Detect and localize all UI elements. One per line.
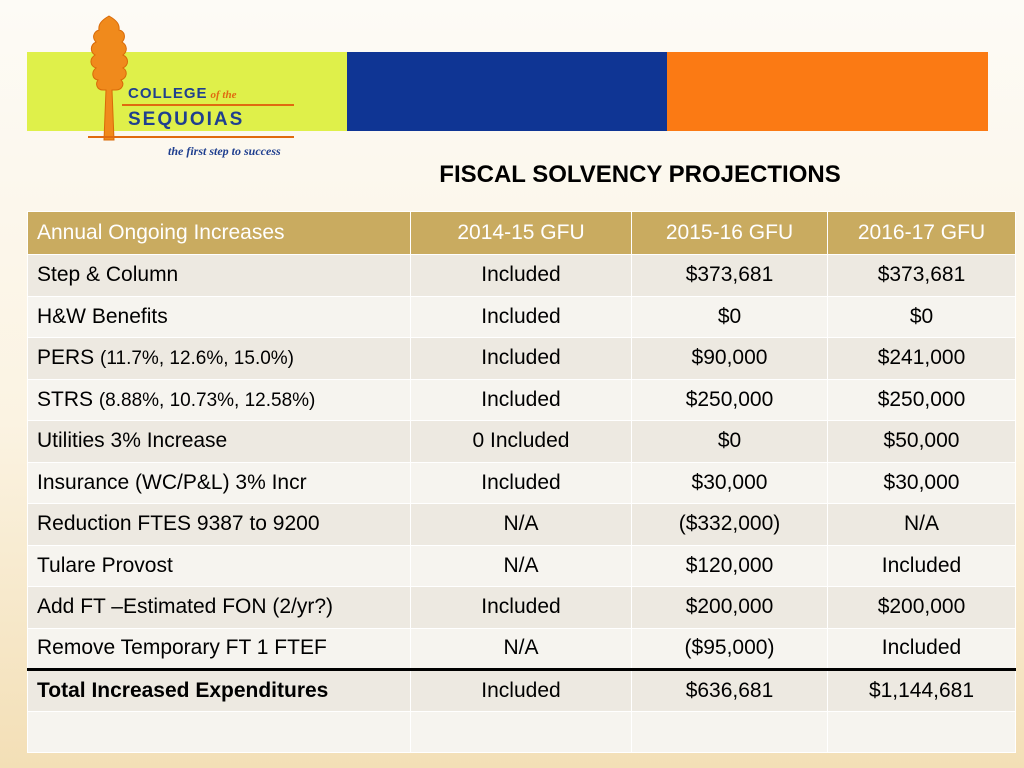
cell-2014-15: N/A xyxy=(410,544,632,587)
row-label: Reduction FTES 9387 to 9200 xyxy=(27,503,411,546)
empty-row xyxy=(27,710,1016,753)
cell-2015-16: $373,681 xyxy=(631,254,828,297)
table-row: STRS (8.88%, 10.73%, 12.58%) Included $250… xyxy=(27,378,1016,421)
row-label: Remove Temporary FT 1 FTEF xyxy=(27,627,411,670)
empty-cell xyxy=(27,710,411,753)
cell-2016-17: $200,000 xyxy=(827,586,1016,629)
cell-2015-16: $0 xyxy=(631,295,828,338)
cell-2016-17: Included xyxy=(827,627,1016,670)
total-2016-17: $1,144,681 xyxy=(827,668,1016,712)
empty-cell xyxy=(827,710,1016,753)
row-label: Insurance (WC/P&L) 3% Incr xyxy=(27,461,411,504)
row-label: Step & Column xyxy=(27,254,411,297)
logo-tagline: the first step to success xyxy=(168,144,281,158)
cell-2015-16: $30,000 xyxy=(631,461,828,504)
college-logo: COLLEGE of the SEQUOIAS xyxy=(128,85,242,129)
row-label: STRS (8.88%, 10.73%, 12.58%) xyxy=(27,378,411,421)
row-label: PERS (11.7%, 12.6%, 15.0%) xyxy=(27,337,411,380)
cell-2014-15: Included xyxy=(410,254,632,297)
column-header: Annual Ongoing Increases xyxy=(27,211,411,255)
cell-2014-15: Included xyxy=(410,337,632,380)
cell-2016-17: $30,000 xyxy=(827,461,1016,504)
cell-2014-15: Included xyxy=(410,378,632,421)
logo-baseline xyxy=(88,136,294,138)
row-label: Add FT –Estimated FON (2/yr?) xyxy=(27,586,411,629)
cell-2015-16: $0 xyxy=(631,420,828,463)
total-row: Total Increased Expenditures Included $636… xyxy=(27,668,1016,712)
cell-2015-16: $120,000 xyxy=(631,544,828,587)
sequoia-tree-icon xyxy=(90,15,128,141)
table-header-row: Annual Ongoing Increases 2014-15 GFU 201… xyxy=(27,211,1016,255)
total-2014-15: Included xyxy=(410,668,632,712)
header-band-green xyxy=(27,52,347,131)
cell-2014-15: 0 Included xyxy=(410,420,632,463)
logo-rule xyxy=(122,104,294,106)
cell-2016-17: $250,000 xyxy=(827,378,1016,421)
logo-of-the: of the xyxy=(210,89,237,101)
cell-2015-16: $90,000 xyxy=(631,337,828,380)
cell-2015-16: $200,000 xyxy=(631,586,828,629)
column-header: 2016-17 GFU xyxy=(827,211,1016,255)
cell-2016-17: $373,681 xyxy=(827,254,1016,297)
cell-2016-17: N/A xyxy=(827,503,1016,546)
total-label: Total Increased Expenditures xyxy=(27,668,411,712)
column-header: 2015-16 GFU xyxy=(631,211,828,255)
table-row: Add FT –Estimated FON (2/yr?) Included $20… xyxy=(27,586,1016,629)
page-title: FISCAL SOLVENCY PROJECTIONS xyxy=(439,161,841,188)
cell-2014-15: Included xyxy=(410,461,632,504)
table-row: Insurance (WC/P&L) 3% Incr Included $30,00… xyxy=(27,461,1016,504)
projections-table: Annual Ongoing Increases 2014-15 GFU 201… xyxy=(27,211,1016,753)
header-band-blue xyxy=(347,52,667,131)
header-band-orange xyxy=(667,52,988,131)
cell-2016-17: $50,000 xyxy=(827,420,1016,463)
cell-2015-16: $250,000 xyxy=(631,378,828,421)
cell-2014-15: Included xyxy=(410,586,632,629)
table-row: Remove Temporary FT 1 FTEF N/A ($95,000) In… xyxy=(27,627,1016,670)
cell-2014-15: N/A xyxy=(410,503,632,546)
row-label: H&W Benefits xyxy=(27,295,411,338)
cell-2014-15: N/A xyxy=(410,627,632,670)
cell-2015-16: ($95,000) xyxy=(631,627,828,670)
column-header: 2014-15 GFU xyxy=(410,211,632,255)
total-2015-16: $636,681 xyxy=(631,668,828,712)
cell-2014-15: Included xyxy=(410,295,632,338)
table-row: Utilities 3% Increase 0 Included $0 $50,000 xyxy=(27,420,1016,463)
table-row: PERS (11.7%, 12.6%, 15.0%) Included $90,00… xyxy=(27,337,1016,380)
cell-2016-17: Included xyxy=(827,544,1016,587)
table-row: Step & Column Included $373,681 $373,681 xyxy=(27,254,1016,297)
logo-line1: COLLEGE xyxy=(128,85,208,102)
table-row: H&W Benefits Included $0 $0 xyxy=(27,295,1016,338)
logo-line2: SEQUOIAS xyxy=(128,109,245,130)
cell-2016-17: $0 xyxy=(827,295,1016,338)
row-label: Tulare Provost xyxy=(27,544,411,587)
cell-2016-17: $241,000 xyxy=(827,337,1016,380)
empty-cell xyxy=(631,710,828,753)
cell-2015-16: ($332,000) xyxy=(631,503,828,546)
row-label: Utilities 3% Increase xyxy=(27,420,411,463)
table-row: Tulare Provost N/A $120,000 Included xyxy=(27,544,1016,587)
table-row: Reduction FTES 9387 to 9200 N/A ($332,000)… xyxy=(27,503,1016,546)
empty-cell xyxy=(410,710,632,753)
